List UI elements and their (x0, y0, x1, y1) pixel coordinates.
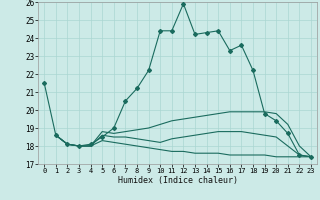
X-axis label: Humidex (Indice chaleur): Humidex (Indice chaleur) (118, 176, 238, 185)
